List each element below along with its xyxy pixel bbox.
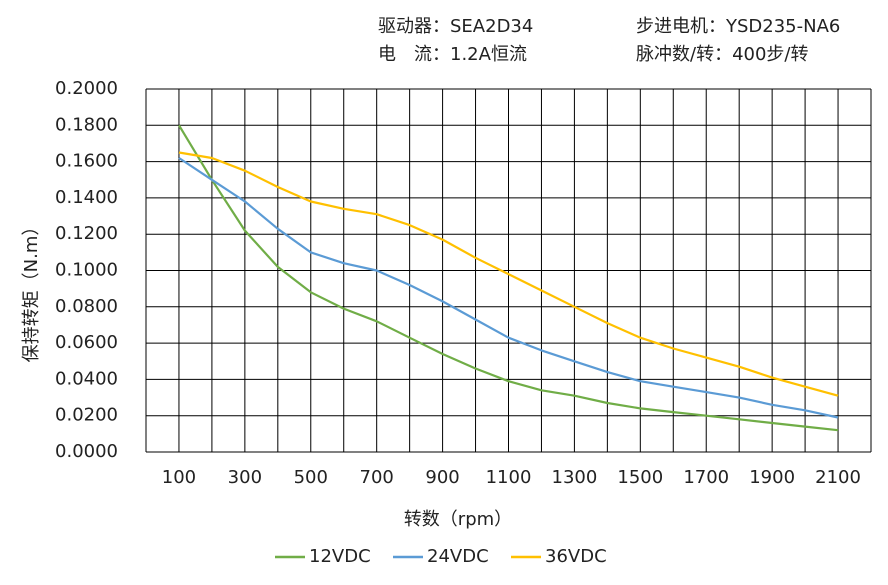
series-line [178, 151, 839, 397]
y-tick-label: 0.1400 [55, 187, 118, 208]
x-tick-label: 900 [425, 467, 459, 488]
y-tick-label: 0.2000 [55, 78, 118, 99]
x-tick-label: 1900 [749, 467, 795, 488]
y-tick-label: 0.0400 [55, 368, 118, 389]
x-tick-label: 2100 [815, 467, 861, 488]
y-tick-label: 0.1800 [55, 114, 118, 135]
x-tick-label: 1300 [552, 467, 598, 488]
legend-label: 24VDC [427, 546, 489, 567]
y-tick-label: 0.1600 [55, 151, 118, 172]
y-tick-label: 0.0600 [55, 332, 118, 353]
driver-info: 驱动器：SEA2D34 [378, 16, 533, 37]
motor-info: 步进电机：YSD235-NA6 [636, 16, 840, 37]
legend-label: 12VDC [309, 546, 371, 567]
x-tick-label: 300 [228, 467, 262, 488]
y-tick-label: 0.1200 [55, 223, 118, 244]
series-line [178, 157, 839, 419]
y-tick-label: 0.1000 [55, 260, 118, 281]
pulse-info: 脉冲数/转：400步/转 [636, 44, 809, 65]
x-axis-title: 转数（rpm） [404, 509, 512, 530]
x-tick-label: 500 [294, 467, 328, 488]
x-tick-label: 1100 [486, 467, 532, 488]
y-tick-label: 0.0800 [55, 296, 118, 317]
x-tick-label: 1500 [617, 467, 663, 488]
series-line [178, 124, 839, 432]
x-tick-label: 100 [162, 467, 196, 488]
y-axis-title: 保持转矩（N.m） [21, 218, 42, 363]
current-info: 电 流：1.2A恒流 [378, 44, 527, 65]
x-tick-label: 700 [360, 467, 394, 488]
x-tick-label: 1700 [683, 467, 729, 488]
y-tick-label: 0.0000 [55, 441, 118, 462]
y-tick-label: 0.0200 [55, 405, 118, 426]
legend-label: 36VDC [545, 546, 607, 567]
